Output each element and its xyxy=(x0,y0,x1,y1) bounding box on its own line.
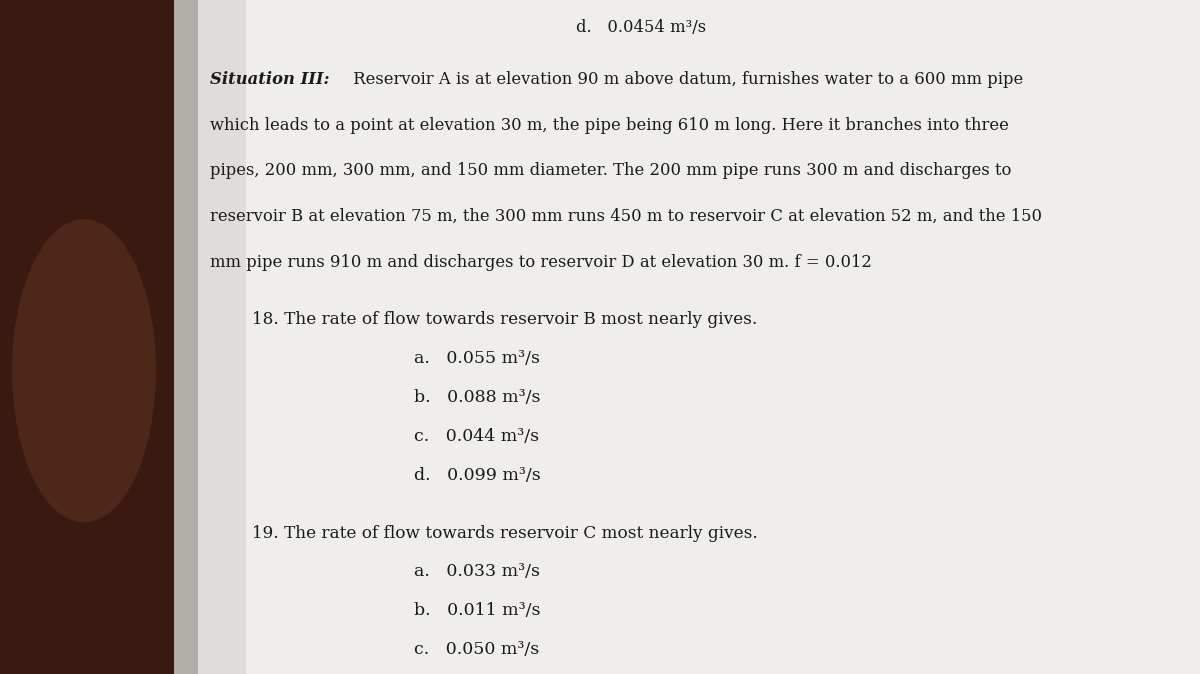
Text: d.   0.0454 m³/s: d. 0.0454 m³/s xyxy=(576,19,706,36)
Text: b.   0.088 m³/s: b. 0.088 m³/s xyxy=(414,390,540,406)
Bar xyxy=(0,0,186,674)
Text: a.   0.055 m³/s: a. 0.055 m³/s xyxy=(414,350,540,367)
Text: c.   0.050 m³/s: c. 0.050 m³/s xyxy=(414,642,539,658)
Text: b.   0.011 m³/s: b. 0.011 m³/s xyxy=(414,603,540,619)
Text: a.   0.033 m³/s: a. 0.033 m³/s xyxy=(414,563,540,580)
Bar xyxy=(198,0,246,674)
Text: c.   0.044 m³/s: c. 0.044 m³/s xyxy=(414,428,539,446)
Text: Reservoir A is at elevation 90 m above datum, furnishes water to a 600 mm pipe: Reservoir A is at elevation 90 m above d… xyxy=(348,71,1024,88)
Text: which leads to a point at elevation 30 m, the pipe being 610 m long. Here it bra: which leads to a point at elevation 30 m… xyxy=(210,117,1009,133)
Text: d.   0.099 m³/s: d. 0.099 m³/s xyxy=(414,467,541,484)
Text: pipes, 200 mm, 300 mm, and 150 mm diameter. The 200 mm pipe runs 300 m and disch: pipes, 200 mm, 300 mm, and 150 mm diamet… xyxy=(210,162,1012,179)
Ellipse shape xyxy=(12,219,156,522)
Text: 18. The rate of flow towards reservoir B most nearly gives.: 18. The rate of flow towards reservoir B… xyxy=(252,311,757,328)
Bar xyxy=(198,0,1200,674)
Text: mm pipe runs 910 m and discharges to reservoir D at elevation 30 m. f = 0.012: mm pipe runs 910 m and discharges to res… xyxy=(210,254,872,271)
Text: Situation III:: Situation III: xyxy=(210,71,330,88)
Bar xyxy=(174,0,204,674)
Text: 19. The rate of flow towards reservoir C most nearly gives.: 19. The rate of flow towards reservoir C… xyxy=(252,524,758,541)
Text: reservoir B at elevation 75 m, the 300 mm runs 450 m to reservoir C at elevation: reservoir B at elevation 75 m, the 300 m… xyxy=(210,208,1042,225)
